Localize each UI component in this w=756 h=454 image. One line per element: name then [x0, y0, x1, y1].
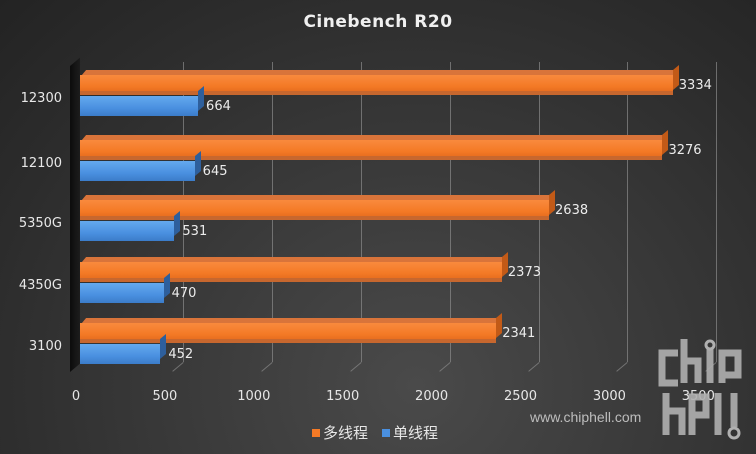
legend-item-single[interactable]: 单线程 [382, 422, 438, 443]
bar-multi-thread[interactable] [80, 262, 502, 282]
category-label: 5350G [18, 216, 62, 231]
category-label: 12300 [20, 91, 62, 106]
gridline-foot [616, 362, 629, 372]
plot-wall [70, 57, 80, 372]
category-label: 12100 [20, 156, 62, 171]
value-label-single: 452 [168, 347, 194, 362]
category-label: 3100 [28, 339, 62, 354]
bar-single-thread[interactable] [80, 283, 164, 303]
bar-multi-thread[interactable] [80, 323, 497, 343]
x-tick-label: 500 [152, 389, 178, 404]
x-tick-label: 3000 [592, 389, 626, 404]
gridline [716, 62, 718, 362]
chiphell-logo-icon [658, 339, 742, 440]
gridline-foot [261, 362, 273, 372]
gridline-foot [527, 362, 540, 372]
bar-multi-thread[interactable] [80, 75, 673, 95]
legend-item-multi[interactable]: 多线程 [312, 422, 368, 443]
gridline-foot [349, 362, 362, 372]
legend-swatch-blue [382, 428, 391, 437]
value-label-multi: 2341 [502, 326, 536, 341]
watermark-url: www.chiphell.com [530, 409, 642, 425]
bar-multi-thread[interactable] [80, 140, 663, 160]
x-tick-label: 1000 [237, 389, 271, 404]
value-label-multi: 2373 [507, 265, 541, 280]
value-label-single: 664 [206, 99, 231, 114]
value-label-single: 531 [182, 224, 208, 239]
legend-swatch-orange [312, 428, 320, 437]
value-label-single: 470 [171, 286, 197, 301]
legend-label: 单线程 [393, 424, 439, 442]
x-tick-label: 2500 [503, 389, 538, 404]
chart-title: Cinebench R20 [303, 12, 453, 32]
gridline [627, 62, 629, 362]
value-label-single: 645 [202, 164, 228, 179]
bar-single-thread[interactable] [80, 344, 161, 364]
bar-single-thread[interactable] [80, 161, 195, 181]
category-label: 4350G [18, 278, 62, 293]
legend: 多线程 单线程 [312, 422, 438, 443]
x-tick-label: 2000 [415, 389, 449, 404]
value-label-multi: 3334 [678, 78, 712, 93]
legend-label: 多线程 [323, 424, 369, 442]
bar-single-thread[interactable] [80, 221, 175, 241]
value-label-multi: 3276 [668, 143, 702, 158]
gridline-foot [438, 362, 451, 372]
x-tick-label: 0 [71, 389, 81, 404]
value-label-multi: 2638 [555, 203, 589, 218]
bar-multi-thread[interactable] [80, 200, 550, 220]
bar-single-thread[interactable] [80, 96, 199, 116]
gridline-foot [172, 362, 184, 372]
x-tick-label: 1500 [326, 389, 360, 404]
